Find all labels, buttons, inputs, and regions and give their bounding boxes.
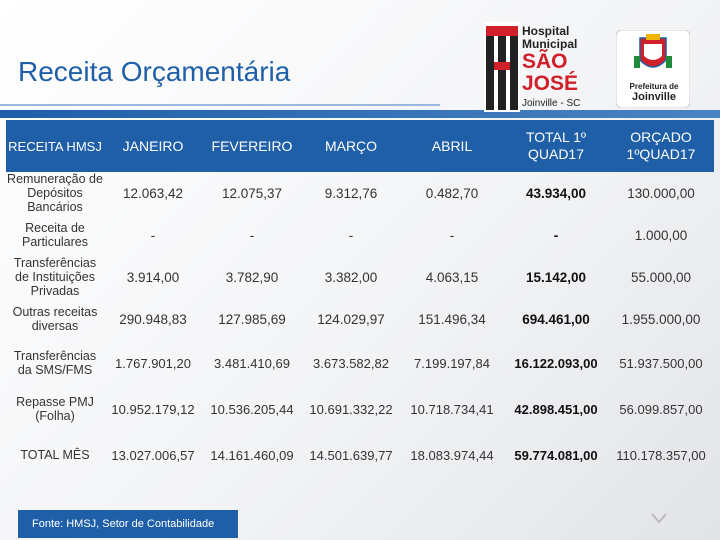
cell-janeiro: 12.063,42 <box>122 185 184 201</box>
hospital-logo-name1: SÃO <box>522 50 568 73</box>
cell-total: 16.122.093,00 <box>514 355 598 371</box>
row-label: Repasse PMJ (Folha) <box>16 395 94 423</box>
cell-total: - <box>553 227 559 243</box>
cell-fevereiro: 3.481.410,69 <box>214 355 290 371</box>
cell-janeiro: 13.027.006,57 <box>111 447 195 463</box>
cell-fevereiro: - <box>249 227 255 243</box>
cell-orcado: 55.000,00 <box>630 269 692 285</box>
prefeitura-logo-text: Prefeitura de Joinville <box>620 82 688 103</box>
row-label: TOTAL MÊS <box>20 448 90 462</box>
cell-orcado: 130.000,00 <box>627 185 695 201</box>
prefeitura-logo-line1: Prefeitura de <box>629 82 679 91</box>
row-label: Transferências de Instituições Privadas <box>13 256 97 298</box>
cell-marco: 9.312,76 <box>324 185 378 201</box>
cell-orcado: 1.000,00 <box>634 227 688 243</box>
nav-arrow-icon[interactable] <box>650 512 668 524</box>
header-orcado: ORÇADO 1ºQUAD17 <box>608 120 714 172</box>
hospital-logo-text: Hospital Municipal <box>522 25 577 51</box>
cell-abril: 7.199.197,84 <box>414 355 490 371</box>
cell-janeiro: 1.767.901,20 <box>115 355 191 371</box>
header-abril: ABRIL <box>400 120 504 172</box>
cell-marco: 3.673.582,82 <box>313 355 389 371</box>
table-row: Remuneração de Depósitos Bancários 12.06… <box>6 172 714 214</box>
cell-janeiro: - <box>150 227 156 243</box>
row-label: Transferências da SMS/FMS <box>13 349 97 377</box>
cell-total: 43.934,00 <box>525 185 587 201</box>
cell-total: 694.461,00 <box>522 311 590 327</box>
cell-total: 15.142,00 <box>525 269 587 285</box>
hospital-logo-name: SÃO JOSÉ <box>522 51 578 95</box>
header-fevereiro: FEVEREIRO <box>202 120 302 172</box>
cell-abril: 151.496,34 <box>418 311 486 327</box>
table-row: Outras receitas diversas 290.948,83 127.… <box>6 298 714 340</box>
table-row: Transferências da SMS/FMS 1.767.901,20 3… <box>6 340 714 386</box>
cell-janeiro: 290.948,83 <box>119 311 187 327</box>
cell-marco: - <box>348 227 354 243</box>
hospital-logo-city: Joinville - SC <box>522 98 581 109</box>
table-row-total: TOTAL MÊS 13.027.006,57 14.161.460,09 14… <box>6 432 714 478</box>
cell-abril: 18.083.974,44 <box>410 447 494 463</box>
cell-total: 59.774.081,00 <box>514 447 598 463</box>
cell-janeiro: 3.914,00 <box>126 269 180 285</box>
cell-marco: 124.029,97 <box>317 311 385 327</box>
table-row: Repasse PMJ (Folha) 10.952.179,12 10.536… <box>6 386 714 432</box>
header-janeiro: JANEIRO <box>104 120 202 172</box>
cell-marco: 3.382,00 <box>324 269 378 285</box>
row-label: Remuneração de Depósitos Bancários <box>7 172 103 214</box>
prefeitura-logo <box>616 30 690 108</box>
table-row: Transferências de Instituições Privadas … <box>6 256 714 298</box>
cell-orcado: 110.178.357,00 <box>616 447 706 463</box>
cell-fevereiro: 3.782,90 <box>225 269 279 285</box>
hospital-logo-line2: Municipal <box>522 37 578 51</box>
receita-table: RECEITA HMSJ JANEIRO FEVEREIRO MARÇO ABR… <box>6 120 714 478</box>
cell-orcado: 56.099.857,00 <box>619 401 703 417</box>
table-header-row: RECEITA HMSJ JANEIRO FEVEREIRO MARÇO ABR… <box>6 120 714 172</box>
cell-marco: 14.501.639,77 <box>309 447 393 463</box>
hospital-logo-line1: Hospital <box>522 24 570 38</box>
cell-fevereiro: 12.075,37 <box>221 185 283 201</box>
cell-fevereiro: 127.985,69 <box>218 311 286 327</box>
page-title: Receita Orçamentária <box>18 56 291 87</box>
cell-orcado: 51.937.500,00 <box>619 355 703 371</box>
cell-janeiro: 10.952.179,12 <box>111 401 195 417</box>
table-row: Receita de Particulares - - - - - 1.000,… <box>6 214 714 256</box>
header-receita: RECEITA HMSJ <box>6 120 104 172</box>
hospital-logo-name2: JOSÉ <box>522 72 579 95</box>
cell-fevereiro: 10.536.205,44 <box>210 401 294 417</box>
prefeitura-logo-line2: Joinville <box>631 91 677 103</box>
cell-abril: 0.482,70 <box>425 185 479 201</box>
cell-abril: 4.063,15 <box>425 269 479 285</box>
source-note: Fonte: HMSJ, Setor de Contabilidade <box>18 510 238 538</box>
header-marco: MARÇO <box>302 120 400 172</box>
cell-fevereiro: 14.161.460,09 <box>210 447 294 463</box>
header-total: TOTAL 1º QUAD17 <box>504 120 608 172</box>
cell-abril: 10.718.734,41 <box>410 401 494 417</box>
cell-orcado: 1.955.000,00 <box>621 311 701 327</box>
cell-abril: - <box>449 227 455 243</box>
cell-total: 42.898.451,00 <box>514 401 598 417</box>
title-divider <box>0 110 720 118</box>
title-divider-thin <box>0 104 440 106</box>
hospital-logo <box>484 22 520 112</box>
row-label: Outras receitas diversas <box>12 305 98 333</box>
cell-marco: 10.691.332,22 <box>309 401 393 417</box>
row-label: Receita de Particulares <box>22 221 88 249</box>
